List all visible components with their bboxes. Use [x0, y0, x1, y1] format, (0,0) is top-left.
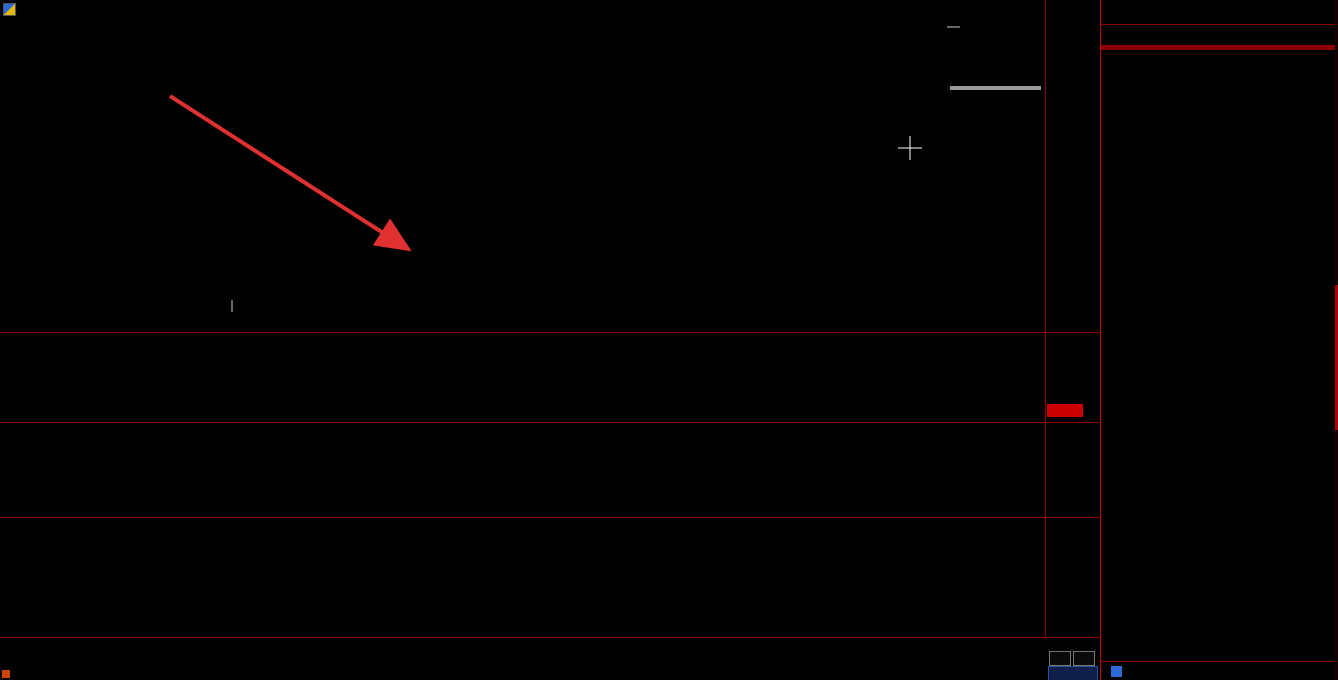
chart-title-bar: [0, 0, 1045, 18]
quote-panel-title: [1101, 0, 1336, 25]
main-price-chart[interactable]: [0, 18, 1045, 332]
volume-chart[interactable]: [0, 348, 1045, 422]
sidebar-toggle-button[interactable]: [1048, 666, 1098, 680]
window-edge: [1335, 0, 1338, 680]
pane-separator: [0, 332, 1100, 333]
money-flow: [1101, 49, 1336, 50]
bid-queue: [1101, 47, 1336, 48]
scroll-thumb[interactable]: [1335, 285, 1338, 430]
weibi-label: [1107, 25, 1141, 45]
skdj-chart[interactable]: [0, 438, 1045, 517]
weicha-value: [1249, 25, 1330, 45]
quote-panel: [1100, 0, 1336, 680]
tick-list[interactable]: [1101, 50, 1336, 661]
zoom-in-button[interactable]: [1049, 651, 1071, 666]
date-axis: [0, 638, 1045, 651]
quote-stats: [1101, 48, 1336, 49]
breakout-arrow: [168, 94, 412, 252]
layout-icon[interactable]: [1111, 666, 1122, 677]
quote-panel-footer: [1101, 661, 1336, 680]
ask-queue: [1101, 46, 1336, 47]
zoom-out-button[interactable]: [1073, 651, 1095, 666]
weibi-value: [1141, 25, 1213, 45]
macd-header: [4, 519, 40, 533]
pane-separator: [0, 422, 1100, 423]
app-icon[interactable]: [3, 3, 16, 16]
axis-divider: [1045, 0, 1046, 637]
skdj-header: [4, 423, 31, 437]
price-axis-column: [1046, 0, 1099, 680]
chart-area: [0, 0, 1100, 680]
volume-header: [4, 333, 49, 347]
crosshair: [898, 136, 922, 160]
macd-chart[interactable]: [0, 533, 1045, 637]
volume-unit-badge: [1047, 404, 1083, 417]
indicator-toolbar: [2, 652, 1098, 667]
weibi-row: [1101, 25, 1336, 46]
pane-separator: [0, 517, 1100, 518]
expand-icon[interactable]: [2, 670, 10, 678]
bottom-tab-bar: [2, 668, 1098, 680]
pane-separator: [0, 637, 1100, 638]
weicha-label: [1213, 25, 1249, 45]
